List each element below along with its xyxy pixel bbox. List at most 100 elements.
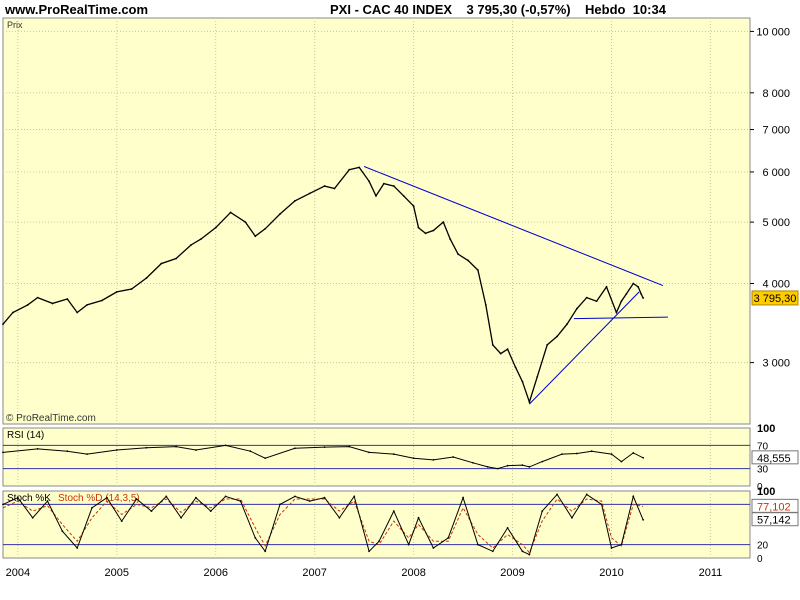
price-point (615, 311, 618, 314)
stoch-k-point (521, 550, 524, 553)
stoch-k-point (585, 493, 588, 496)
stoch-k-point (76, 547, 79, 549)
price-point (358, 166, 361, 169)
price-point (585, 296, 588, 299)
stoch-k-point (46, 500, 49, 502)
price-point (26, 304, 29, 306)
stoch-k-point (224, 495, 227, 498)
price-point (36, 296, 39, 299)
price-point (536, 375, 539, 378)
rsi-tick-label: 0 (757, 482, 763, 493)
price-point (11, 311, 14, 314)
rsi-value-badge (751, 450, 799, 465)
stoch-k-point (447, 537, 450, 539)
price-point (244, 221, 247, 223)
price-point (308, 192, 311, 195)
stoch-tick-label: 0 (757, 554, 763, 565)
rsi-point (264, 457, 267, 460)
rsi-point (452, 456, 455, 458)
price-point (528, 401, 531, 403)
stoch-k-point (91, 506, 93, 509)
stoch-d-label: Stoch %D (14,3,5) (58, 493, 140, 504)
price-point (521, 380, 524, 383)
rsi-point (175, 445, 178, 448)
price-point (605, 286, 608, 288)
price-point (556, 335, 558, 338)
y-tick-label: 6 000 (762, 167, 790, 179)
trendline (529, 291, 640, 405)
rsi-tick-label: 70 (757, 441, 769, 452)
rsi-point (496, 467, 499, 470)
watermark: © ProRealTime.com (6, 413, 96, 424)
rsi-point (528, 465, 531, 468)
price-panel-label: Prix (7, 20, 23, 30)
y-tick-label: 5 000 (762, 217, 790, 229)
price-point (595, 300, 598, 303)
rsi-point (561, 453, 563, 455)
price-point (417, 226, 420, 229)
price-point (293, 200, 296, 202)
price-point (457, 253, 460, 256)
price-point (254, 235, 257, 238)
price-point (442, 221, 445, 223)
price-point (392, 185, 395, 187)
stoch-k-point (462, 496, 464, 499)
rsi-point (506, 464, 509, 467)
price-point (514, 366, 517, 369)
price-point (640, 293, 643, 295)
stoch-k-point (392, 510, 395, 512)
stoch-k-value-badge (751, 512, 799, 527)
stoch-k-point (165, 495, 168, 498)
rsi-point (642, 456, 645, 459)
stoch-k-point (254, 537, 257, 539)
rsi-point (472, 461, 474, 464)
price-point (264, 227, 267, 230)
last-price-badge (751, 290, 799, 306)
stoch-k-label: Stoch %K (7, 493, 51, 504)
trendline (363, 166, 664, 287)
stoch-tick-label: 100 (757, 486, 775, 498)
stoch-k-point (407, 543, 410, 546)
stoch-k-point (477, 543, 479, 546)
price-point (484, 304, 487, 306)
price-point (566, 323, 568, 326)
x-tick-label: 2011 (699, 567, 723, 579)
stoch-k-point (2, 503, 4, 506)
y-tick-label: 3 000 (762, 358, 790, 370)
stoch-k-point (620, 543, 623, 546)
price-point (477, 269, 479, 271)
price-point (51, 302, 54, 305)
stoch-k-point (491, 550, 494, 553)
rsi-point (610, 453, 613, 455)
rsi-tick-label: 30 (757, 465, 769, 476)
x-tick-label: 2009 (500, 567, 524, 579)
price-point (467, 259, 469, 262)
rsi-point (368, 451, 370, 454)
price-point (642, 297, 645, 299)
rsi-point (486, 465, 489, 468)
price-point (375, 194, 377, 197)
trendline (573, 316, 668, 320)
rsi-point (145, 446, 148, 449)
price-point (145, 277, 148, 279)
price-point (449, 238, 452, 241)
stoch-k-point (135, 498, 138, 500)
price-point (632, 282, 635, 285)
stoch-k-point (308, 500, 311, 502)
rsi-point (412, 457, 415, 460)
price-point (86, 304, 88, 306)
stoch-k-point (432, 547, 435, 549)
rsi-point (115, 449, 118, 451)
rsi-point (620, 460, 623, 463)
stoch-k-point (293, 495, 296, 498)
price-point (506, 348, 509, 351)
rsi-point (432, 459, 435, 461)
stoch-k-point (16, 496, 19, 499)
y-tick-label: 10 000 (756, 26, 790, 38)
price-point (348, 168, 351, 171)
price-point (499, 352, 502, 355)
price-point (2, 323, 4, 326)
rsi-point (293, 447, 296, 450)
stoch-panel (2, 490, 751, 559)
